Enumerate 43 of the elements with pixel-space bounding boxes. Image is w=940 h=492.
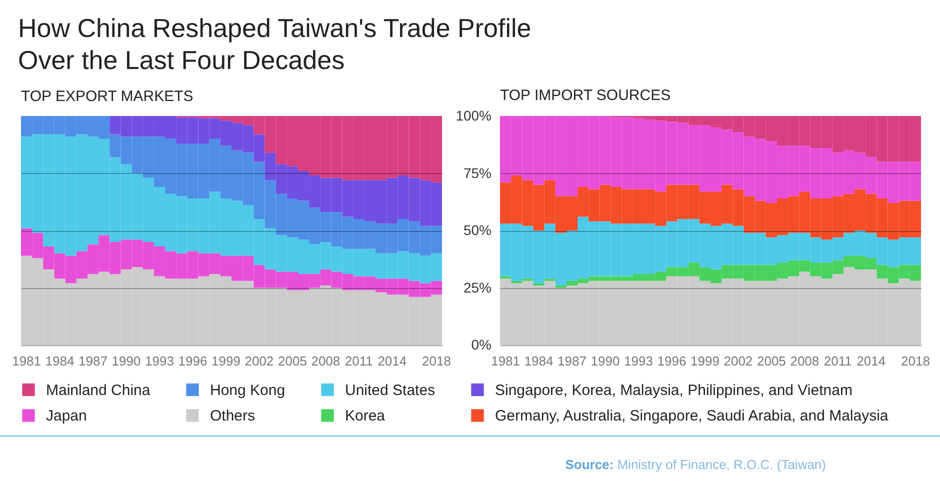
x-tick-label: 1990: [590, 354, 620, 368]
x-tick-label: 2018: [422, 354, 451, 368]
y-tick-label: 0%: [471, 336, 492, 352]
legend-label: Singapore, Korea, Malaysia, Philippines, and Vietnam: [495, 382, 852, 399]
y-tick-label: 25%: [463, 279, 492, 296]
chart-title: How China Reshaped Taiwan's Trade Profile Over the Last Four Decades: [18, 12, 532, 76]
x-tick-label: 1999: [690, 354, 720, 368]
legend-label: Korea: [345, 408, 386, 424]
chart-subtitle: TOP IMPORT SOURCES: [500, 87, 671, 104]
x-tick-label: 2008: [311, 354, 340, 368]
x-tick-label: 1996: [657, 354, 686, 368]
x-tick-label: 2011: [344, 354, 373, 368]
legend-label: United States: [345, 382, 436, 399]
x-tick-label: 2018: [901, 354, 930, 368]
legend-label: Hong Kong: [210, 382, 286, 399]
legend-label: Germany, Australia, Singapore, Saudi Arabia, and Malaysia: [495, 408, 889, 424]
x-tick-label: 1981: [491, 354, 520, 368]
x-tick-label: 2002: [244, 354, 274, 368]
chart-subtitle: TOP EXPORT MARKETS: [21, 88, 194, 105]
y-tick-label: 75%: [463, 164, 492, 181]
x-tick-label: 2002: [724, 354, 753, 368]
y-tick-label: 50%: [463, 222, 492, 238]
x-tick-label: 1996: [178, 354, 208, 368]
legend-label: Mainland China: [46, 382, 151, 399]
x-tick-label: 1999: [212, 354, 240, 368]
x-tick-label: 1984: [524, 354, 554, 368]
source-note: Source: Ministry of Finance, R.O.C. (Taiwan): [565, 457, 826, 472]
y-tick-label: 100%: [456, 108, 492, 124]
legend-label: Others: [210, 408, 256, 424]
x-tick-label: 1993: [624, 354, 653, 368]
legend-label: Japan: [46, 408, 87, 424]
x-tick-label: 2014: [856, 354, 886, 368]
x-tick-label: 2008: [790, 354, 820, 368]
x-tick-label: 1990: [112, 354, 141, 368]
x-tick-label: 2005: [278, 354, 307, 368]
x-tick-label: 2005: [756, 354, 786, 368]
x-tick-label: 1987: [78, 354, 108, 368]
x-tick-label: 1984: [45, 354, 74, 368]
x-tick-label: 1981: [12, 354, 41, 368]
x-tick-label: 2014: [378, 354, 407, 368]
x-tick-label: 1993: [145, 354, 174, 368]
x-tick-label: 1987: [558, 354, 586, 368]
x-tick-label: 2011: [824, 354, 852, 368]
